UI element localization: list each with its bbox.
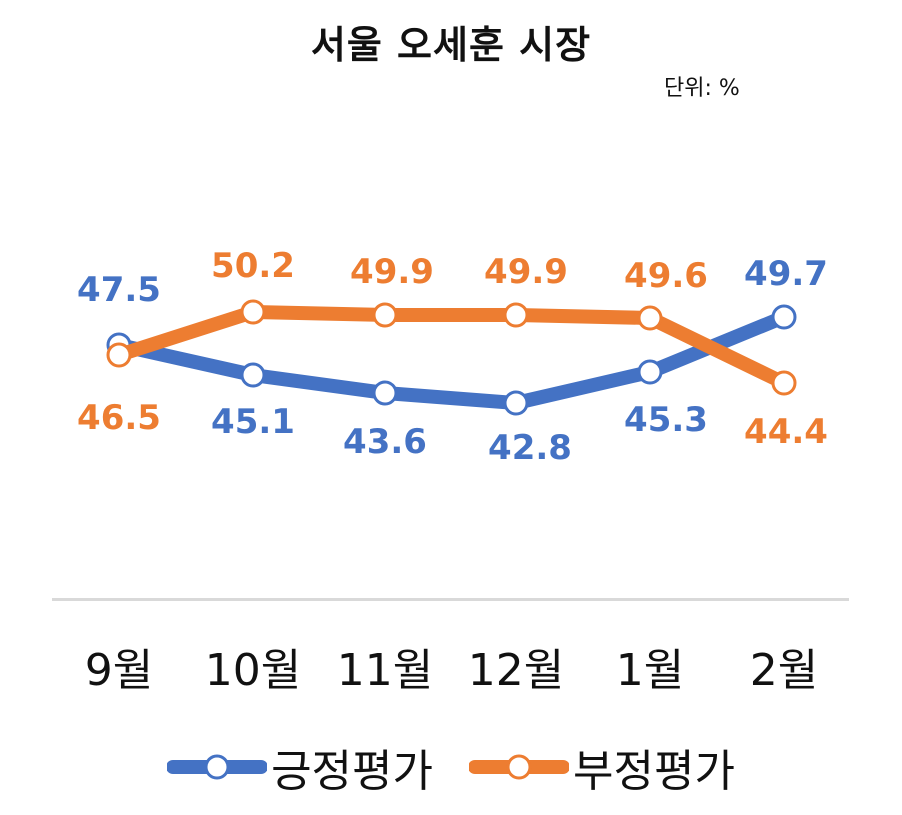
legend-item-positive: 긍정평가 [167,735,433,799]
x-tick-label: 10월 [204,645,302,696]
data-label-negative: 49.9 [350,252,434,292]
x-axis-line [52,598,849,601]
data-label-positive: 45.3 [624,400,708,440]
legend-line-marker-icon [167,754,268,780]
data-label-negative: 46.5 [77,398,161,438]
legend-label: 긍정평가 [271,746,433,797]
data-label-negative: 44.4 [744,412,828,452]
series-line-negative [112,305,791,390]
data-label-positive: 42.8 [488,428,572,468]
x-tick-label: 2월 [749,645,819,696]
series-line-positive [112,310,791,410]
data-label-positive: 49.7 [744,254,828,294]
x-tick-label: 12월 [467,645,565,696]
x-tick-label: 9월 [84,645,154,696]
data-label-positive: 45.1 [211,402,295,442]
data-label-positive: 47.5 [77,270,161,310]
legend-line-marker-icon [469,754,569,780]
x-tick-label: 11월 [336,645,434,696]
series-markers-positive [106,304,797,416]
series-markers-negative [106,299,797,396]
data-label-negative: 49.9 [484,252,568,292]
plot-area [106,299,797,416]
x-tick-label: 1월 [615,645,685,696]
data-label-negative: 50.2 [211,246,295,286]
legend-item-negative: 부정평가 [469,735,735,799]
data-label-negative: 49.6 [624,256,708,296]
legend: 긍정평가 부정평가 [0,735,902,799]
legend-label: 부정평가 [573,746,735,797]
chart-title: 서울 오세훈 시장 [310,23,592,67]
data-label-positive: 43.6 [343,422,427,462]
unit-label: 단위: % [664,76,740,101]
